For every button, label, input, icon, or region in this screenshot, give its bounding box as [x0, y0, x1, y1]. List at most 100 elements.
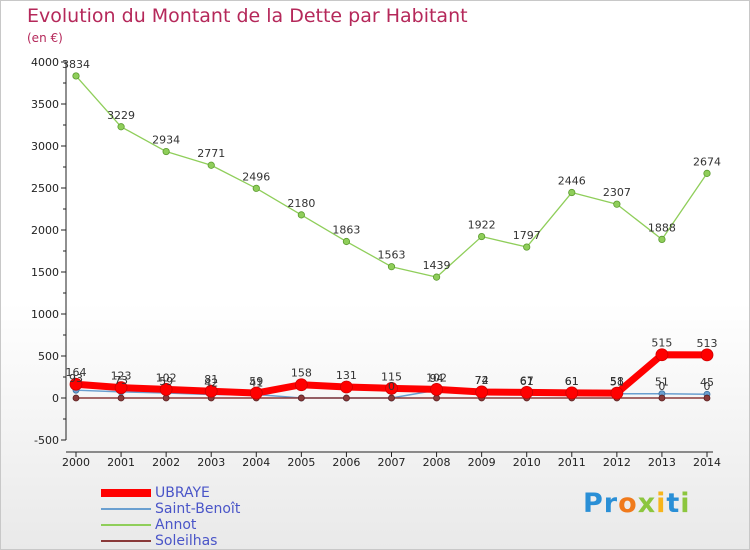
data-label-saint-beno-t: 61 — [565, 375, 579, 388]
data-point-annot — [613, 200, 621, 208]
data-point-annot — [252, 184, 260, 192]
data-label-saint-beno-t: 41 — [249, 377, 263, 390]
data-label-annot: 3834 — [62, 58, 90, 71]
legend-swatch-saint-beno-t — [101, 508, 151, 510]
legend-label-soleilhas: Soleilhas — [155, 533, 218, 549]
y-tick-label: 1000 — [31, 308, 59, 321]
data-point-annot — [387, 263, 396, 271]
data-point-ubraye — [249, 386, 263, 400]
x-tick-label: 2010 — [513, 456, 541, 469]
data-point-annot — [117, 123, 125, 131]
data-point-annot — [72, 72, 80, 80]
y-tick-label: 3500 — [31, 98, 59, 111]
data-label-ubraye: 515 — [651, 337, 672, 350]
data-point-ubraye — [475, 385, 489, 399]
data-label-ubraye: 58 — [610, 375, 624, 388]
data-point-soleilhas — [72, 394, 80, 402]
data-point-soleilhas — [703, 394, 711, 402]
data-label-annot: 2496 — [242, 170, 270, 183]
data-point-annot — [342, 237, 351, 246]
x-tick-label: 2012 — [603, 456, 631, 469]
data-point-ubraye — [430, 383, 443, 396]
data-point-ubraye — [204, 384, 218, 398]
data-point-soleilhas — [388, 394, 395, 402]
y-tick-label: 500 — [38, 350, 59, 363]
legend-swatch-soleilhas — [101, 540, 151, 542]
x-tick-label: 2003 — [197, 456, 225, 469]
data-label-annot: 2674 — [693, 155, 721, 168]
data-point-ubraye — [114, 381, 128, 395]
data-label-annot: 1863 — [332, 224, 360, 237]
legend-swatch-annot — [101, 524, 151, 526]
data-label-ubraye: 164 — [66, 366, 87, 379]
series-line-annot — [75, 75, 708, 278]
y-tick-label: 2500 — [31, 182, 59, 195]
data-label-annot: 1888 — [648, 221, 676, 234]
data-point-annot — [703, 169, 711, 177]
data-label-ubraye: 513 — [697, 337, 718, 350]
data-point-soleilhas — [117, 394, 125, 402]
data-point-annot — [523, 243, 531, 251]
data-point-annot — [162, 147, 170, 156]
data-label-ubraye: 102 — [426, 371, 447, 384]
data-point-ubraye — [610, 386, 624, 400]
data-point-ubraye — [565, 386, 579, 400]
x-tick-label: 2002 — [152, 456, 180, 469]
chart-title: Evolution du Montant de la Dette par Hab… — [27, 5, 468, 27]
x-tick-label: 2008 — [423, 456, 451, 469]
x-tick-label: 2006 — [332, 456, 360, 469]
data-label-soleilhas: 0 — [658, 380, 665, 393]
y-tick-label: 0 — [52, 392, 59, 405]
data-label-ubraye: 81 — [204, 373, 218, 386]
data-label-annot: 1922 — [468, 219, 496, 232]
x-tick-label: 2004 — [242, 456, 270, 469]
data-point-ubraye — [69, 377, 83, 391]
data-point-annot — [207, 161, 215, 169]
legend-item-annot: Annot — [101, 517, 240, 533]
data-label-saint-beno-t: 42 — [204, 376, 218, 389]
data-point-soleilhas — [658, 394, 666, 402]
data-point-ubraye — [294, 378, 308, 392]
data-point-annot — [478, 232, 486, 241]
x-tick-label: 2014 — [693, 456, 721, 469]
data-point-soleilhas — [343, 394, 350, 402]
data-point-annot — [297, 211, 305, 219]
data-label-annot: 1797 — [513, 229, 541, 242]
data-label-annot: 1439 — [423, 259, 451, 272]
data-label-ubraye: 158 — [291, 367, 312, 380]
data-label-ubraye: 131 — [336, 369, 357, 382]
y-tick-label: 4000 — [31, 56, 59, 69]
legend-item-soleilhas: Soleilhas — [101, 533, 240, 549]
data-label-ubraye: 115 — [381, 370, 402, 383]
data-label-ubraye: 61 — [565, 375, 579, 388]
x-tick-label: 2009 — [468, 456, 496, 469]
data-point-annot — [568, 188, 576, 197]
chart-legend: UBRAYE Saint-Benoît Annot Soleilhas — [101, 485, 240, 549]
chart-subtitle: (en €) — [27, 31, 63, 45]
y-tick-label: 2000 — [31, 224, 59, 237]
legend-swatch-ubraye — [101, 489, 151, 497]
data-label-saint-beno-t: 45 — [700, 376, 714, 389]
data-label-soleilhas: 0 — [388, 380, 395, 393]
legend-item-ubraye: UBRAYE — [101, 485, 240, 501]
data-point-ubraye — [700, 348, 714, 362]
legend-item-saint-beno-t: Saint-Benoît — [101, 501, 240, 517]
data-point-soleilhas — [297, 394, 305, 402]
x-tick-label: 2007 — [378, 456, 406, 469]
data-point-ubraye — [340, 380, 353, 394]
x-tick-label: 2005 — [287, 456, 315, 469]
data-point-soleilhas — [162, 394, 170, 402]
data-label-ubraye: 59 — [249, 375, 263, 388]
data-label-soleilhas: 0 — [704, 380, 711, 393]
data-label-saint-beno-t: 61 — [520, 375, 534, 388]
data-point-annot — [658, 235, 666, 244]
data-label-saint-beno-t: 94 — [430, 372, 444, 385]
data-label-annot: 2180 — [287, 197, 315, 210]
data-label-annot: 2934 — [152, 134, 180, 147]
data-point-ubraye — [159, 383, 173, 396]
data-label-ubraye: 123 — [111, 370, 132, 383]
data-label-saint-beno-t: 51 — [610, 376, 624, 389]
data-label-saint-beno-t: 59 — [159, 375, 173, 388]
